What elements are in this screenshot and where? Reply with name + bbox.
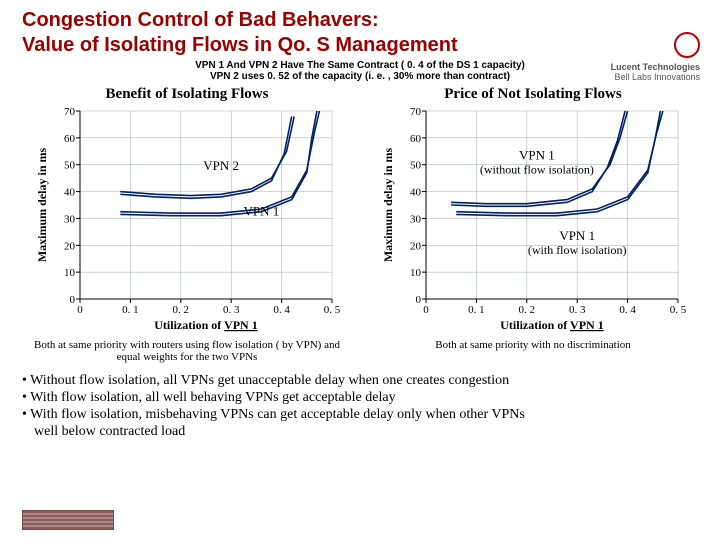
svg-text:0. 1: 0. 1 xyxy=(122,304,138,316)
svg-text:40: 40 xyxy=(64,187,76,199)
svg-text:30: 30 xyxy=(64,213,76,225)
svg-text:20: 20 xyxy=(64,240,76,252)
subtitle-1: VPN 1 And VPN 2 Have The Same Contract (… xyxy=(195,60,525,71)
svg-text:0. 5: 0. 5 xyxy=(324,304,341,316)
svg-text:Maximum delay in ms: Maximum delay in ms xyxy=(381,148,395,263)
svg-text:50: 50 xyxy=(64,160,76,172)
svg-text:0: 0 xyxy=(416,294,422,306)
bullet-1: • Without flow isolation, all VPNs get u… xyxy=(22,373,698,389)
svg-text:0: 0 xyxy=(423,304,429,316)
svg-text:0: 0 xyxy=(77,304,83,316)
subtitle-2: VPN 2 uses 0. 52 of the capacity (i. e. … xyxy=(210,71,510,82)
lucent-logo: Lucent Technologies Bell Labs Innovation… xyxy=(611,32,700,82)
chart-left-svg: 0 10 20 30 40 50 60 70 0 0. 1 0. 2 0. 3 0. 4 0. 5 VPN … xyxy=(32,105,342,335)
chart-right-title: Price of Not Isolating Flows xyxy=(368,86,698,103)
svg-text:60: 60 xyxy=(410,133,422,145)
chart-left-title: Benefit of Isolating Flows xyxy=(22,86,352,103)
logo-ring-icon xyxy=(674,32,700,58)
logo-text-2: Bell Labs Innovations xyxy=(614,72,700,82)
svg-text:0. 5: 0. 5 xyxy=(670,304,687,316)
svg-text:60: 60 xyxy=(64,133,76,145)
svg-text:0. 2: 0. 2 xyxy=(519,304,536,316)
title-line-1: Congestion Control of Bad Behavers: xyxy=(22,9,379,31)
svg-text:70: 70 xyxy=(410,106,422,118)
svg-text:50: 50 xyxy=(410,160,422,172)
svg-text:0. 1: 0. 1 xyxy=(468,304,485,316)
bullet-2: • With flow isolation, all well behaving… xyxy=(22,390,698,406)
svg-text:70: 70 xyxy=(64,106,76,118)
title-line-2: Value of Isolating Flows in Qo. S Manage… xyxy=(22,34,458,56)
svg-text:0. 4: 0. 4 xyxy=(619,304,636,316)
chart-left-caption: Both at same priority with routers using… xyxy=(22,339,352,363)
svg-text:0. 3: 0. 3 xyxy=(569,304,586,316)
svg-text:VPN 1: VPN 1 xyxy=(519,147,555,162)
svg-text:20: 20 xyxy=(410,240,422,252)
svg-text:0. 3: 0. 3 xyxy=(223,304,240,316)
bullet-3b: well below contracted load xyxy=(22,424,698,440)
svg-text:Utilization of VPN 1: Utilization of VPN 1 xyxy=(154,318,257,332)
svg-text:(without flow isolation): (without flow isolation) xyxy=(480,162,594,176)
svg-text:Maximum delay in ms: Maximum delay in ms xyxy=(35,148,49,263)
svg-text:Utilization of VPN 1: Utilization of VPN 1 xyxy=(500,318,603,332)
bullet-3: • With flow isolation, misbehaving VPNs … xyxy=(22,407,698,423)
svg-text:0. 2: 0. 2 xyxy=(173,304,190,316)
chart-right: Price of Not Isolating Flows 0 10 20 30 40 50… xyxy=(368,86,698,363)
chart-right-svg: 0 10 20 30 40 50 60 70 0 0. 1 0. 2 0. 3 0. 4 0. 5 VPN … xyxy=(378,105,688,335)
svg-text:(with flow isolation): (with flow isolation) xyxy=(528,243,627,257)
logo-text-1: Lucent Technologies xyxy=(611,62,700,72)
svg-text:VPN 2: VPN 2 xyxy=(203,158,239,173)
svg-text:VPN 1: VPN 1 xyxy=(244,204,280,219)
svg-text:VPN 1: VPN 1 xyxy=(559,228,595,243)
svg-text:10: 10 xyxy=(64,267,76,279)
footer-bar-icon xyxy=(22,510,114,530)
svg-text:0: 0 xyxy=(70,294,76,306)
svg-text:10: 10 xyxy=(410,267,422,279)
svg-text:0. 4: 0. 4 xyxy=(273,304,290,316)
chart-right-caption: Both at same priority with no discrimina… xyxy=(368,339,698,351)
svg-text:40: 40 xyxy=(410,187,422,199)
bullet-list: • Without flow isolation, all VPNs get u… xyxy=(22,373,698,440)
svg-text:30: 30 xyxy=(410,213,422,225)
chart-left: Benefit of Isolating Flows 0 10 20 30 40 50 60… xyxy=(22,86,352,363)
